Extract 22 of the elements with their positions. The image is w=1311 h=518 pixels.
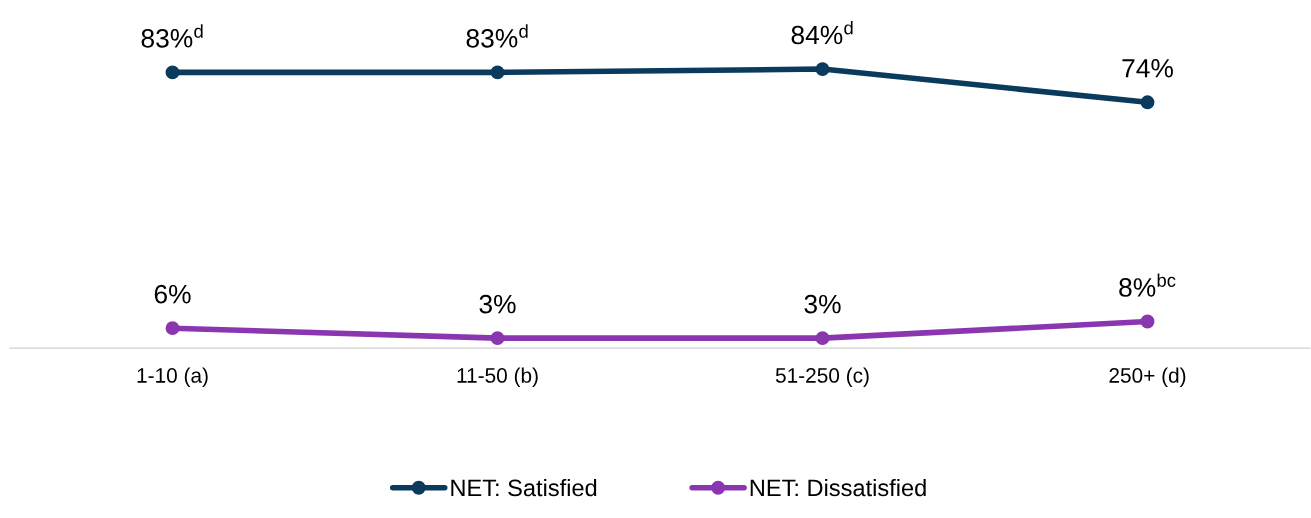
legend-label: NET: Dissatisfied [750,478,926,497]
point [1140,95,1155,110]
point [815,62,830,77]
data-label: 74% [1122,59,1173,78]
data-label: 6% [154,284,191,304]
data-label: 3% [479,294,516,314]
data-label: 84%$^{d}$ [791,20,853,45]
data-label: 3% [804,294,841,314]
point [165,321,180,336]
point [490,65,505,80]
point [815,331,830,346]
point [490,331,505,346]
x-tick-label: 1-10 (a) [137,367,208,387]
data-label: 83%$^{d}$ [466,24,528,48]
point [165,65,180,80]
point [1140,314,1155,329]
data-label: 8%$^{bc}$ [1119,273,1176,297]
x-tick-label: 11-50 (b) [457,367,538,387]
x-tick-label: 51-250 (c) [775,367,869,387]
data-label: 83%$^{d}$ [141,24,203,48]
x-tick-label: 250+ (d) [1109,367,1186,387]
legend-label: NET: Satisfied [451,478,597,497]
